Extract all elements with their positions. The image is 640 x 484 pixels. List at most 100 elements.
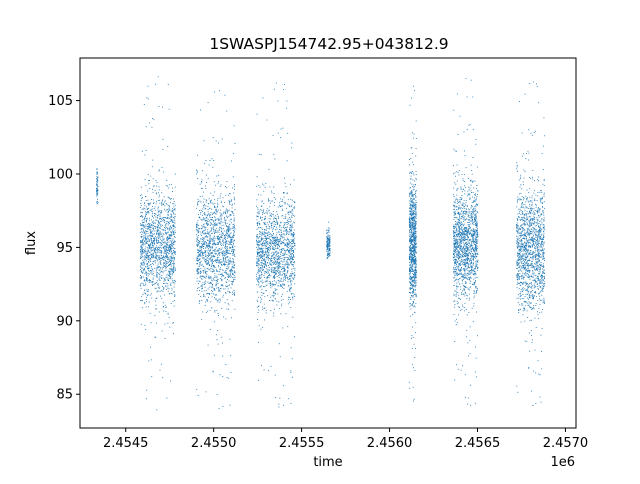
data-point bbox=[286, 254, 288, 256]
data-point bbox=[157, 284, 159, 285]
data-point bbox=[270, 271, 272, 272]
data-point bbox=[155, 257, 157, 258]
data-point bbox=[274, 242, 276, 244]
data-point bbox=[197, 224, 198, 226]
data-point bbox=[196, 263, 198, 265]
data-point bbox=[280, 241, 282, 242]
data-point bbox=[267, 269, 269, 271]
data-point bbox=[227, 228, 229, 230]
data-point bbox=[174, 208, 176, 210]
data-point bbox=[153, 217, 154, 219]
data-point bbox=[268, 199, 269, 201]
data-point bbox=[224, 265, 226, 267]
data-point bbox=[160, 262, 162, 264]
data-point bbox=[165, 262, 167, 264]
data-point bbox=[208, 253, 209, 255]
data-point bbox=[257, 207, 259, 209]
data-point bbox=[174, 268, 176, 270]
data-point bbox=[273, 263, 274, 265]
data-point bbox=[168, 205, 170, 207]
data-point bbox=[219, 90, 220, 92]
data-point bbox=[205, 255, 207, 257]
data-point bbox=[262, 259, 264, 261]
data-point bbox=[274, 273, 276, 275]
data-point bbox=[288, 247, 289, 249]
data-point bbox=[277, 263, 279, 265]
data-point bbox=[168, 236, 170, 238]
data-point bbox=[410, 260, 412, 262]
data-point bbox=[160, 211, 162, 213]
data-point bbox=[261, 294, 263, 296]
data-point bbox=[411, 235, 413, 237]
data-point bbox=[159, 290, 161, 292]
data-point bbox=[282, 261, 284, 263]
data-point bbox=[209, 277, 211, 279]
data-point bbox=[156, 322, 157, 324]
data-point bbox=[205, 236, 207, 238]
data-point bbox=[151, 250, 153, 252]
data-point bbox=[140, 247, 142, 249]
data-point bbox=[170, 201, 172, 203]
data-point bbox=[231, 246, 233, 248]
data-point bbox=[198, 229, 200, 231]
data-point bbox=[214, 260, 216, 262]
data-point bbox=[170, 219, 172, 221]
data-point bbox=[159, 216, 161, 218]
data-point bbox=[171, 243, 172, 245]
data-point bbox=[279, 261, 281, 263]
data-point bbox=[206, 242, 207, 244]
data-point bbox=[143, 225, 145, 227]
data-point bbox=[276, 263, 278, 265]
data-point bbox=[204, 276, 206, 278]
data-point bbox=[216, 300, 218, 302]
data-point bbox=[164, 241, 166, 243]
data-point bbox=[256, 248, 258, 250]
data-point bbox=[159, 210, 161, 212]
data-point bbox=[217, 242, 219, 244]
data-point bbox=[258, 278, 260, 280]
data-point bbox=[205, 187, 207, 189]
data-point bbox=[158, 273, 160, 275]
data-point bbox=[165, 264, 167, 265]
data-point bbox=[146, 263, 148, 265]
data-point bbox=[217, 218, 219, 220]
data-point bbox=[290, 247, 292, 249]
data-point bbox=[256, 258, 258, 260]
data-point bbox=[162, 272, 164, 274]
data-point bbox=[256, 205, 257, 207]
data-point bbox=[218, 229, 220, 231]
data-point bbox=[279, 280, 281, 282]
data-point bbox=[256, 234, 258, 236]
data-point bbox=[169, 268, 171, 270]
data-point bbox=[275, 247, 276, 249]
data-point bbox=[414, 90, 415, 92]
data-point bbox=[255, 273, 257, 275]
data-point bbox=[209, 250, 210, 252]
data-point bbox=[409, 227, 411, 229]
data-point bbox=[233, 261, 235, 263]
data-point bbox=[256, 222, 258, 224]
data-point bbox=[217, 230, 219, 232]
data-point bbox=[142, 259, 144, 261]
data-point bbox=[222, 275, 224, 276]
data-point bbox=[275, 293, 276, 295]
data-point bbox=[280, 280, 282, 282]
data-point bbox=[212, 232, 213, 234]
data-point bbox=[208, 213, 210, 215]
data-point bbox=[329, 241, 331, 243]
data-point bbox=[257, 225, 258, 227]
data-point bbox=[153, 241, 155, 243]
data-point bbox=[229, 220, 231, 222]
data-point bbox=[260, 239, 262, 241]
data-point bbox=[286, 245, 288, 247]
data-point bbox=[282, 283, 283, 285]
data-point bbox=[146, 241, 148, 242]
data-point bbox=[200, 248, 202, 250]
data-point bbox=[413, 343, 415, 345]
data-point bbox=[264, 258, 265, 260]
data-point bbox=[146, 289, 148, 291]
data-point bbox=[290, 273, 292, 275]
data-point bbox=[286, 261, 288, 263]
data-point bbox=[212, 217, 213, 218]
data-point bbox=[96, 189, 97, 191]
